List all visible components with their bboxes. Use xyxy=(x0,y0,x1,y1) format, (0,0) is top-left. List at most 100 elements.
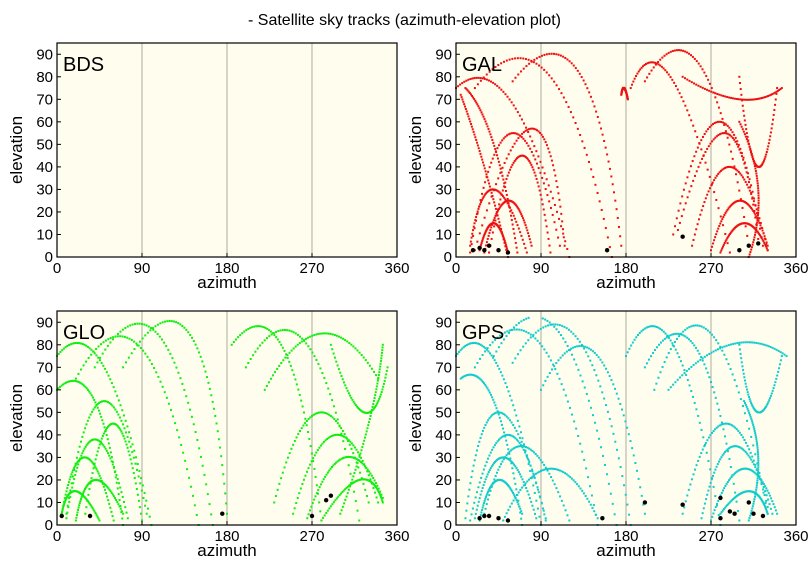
track-point-gps-5-33 xyxy=(606,371,609,374)
track-point-gps-11-46 xyxy=(581,489,584,492)
current-position-gps-13 xyxy=(760,513,766,519)
track-point-gal-21-42 xyxy=(750,152,753,155)
track-point-gal-0-52 xyxy=(562,232,565,235)
track-point-glo-19-14 xyxy=(355,465,358,468)
track-point-gal-12-17 xyxy=(680,49,683,52)
track-point-gps-4-54 xyxy=(628,513,631,516)
track-point-gps-1-19 xyxy=(483,382,486,385)
track-point-glo-5-20 xyxy=(92,408,95,411)
track-point-gps-7-10 xyxy=(482,468,485,471)
track-point-glo-5-26 xyxy=(101,400,104,403)
panel-gal: 0 90 180 270 3600102030405060708090azimuthel… xyxy=(406,42,809,292)
track-point-gps-0-54 xyxy=(538,515,541,518)
track-point-gps-2-35 xyxy=(556,372,559,375)
track-point-gps-11-53 xyxy=(593,510,596,513)
track-point-gal-15-20 xyxy=(707,128,710,131)
track-point-glo-16-48 xyxy=(372,477,375,480)
track-point-gal-20-4 xyxy=(741,99,744,102)
track-point-gps-12-39 xyxy=(691,395,694,398)
track-point-gps-8-32 xyxy=(507,458,510,461)
track-point-gps-14-36 xyxy=(727,362,730,365)
x-axis-label-gal: azimuth xyxy=(596,273,656,292)
track-point-gps-9-4 xyxy=(481,508,484,511)
track-point-gps-1-4 xyxy=(464,374,467,377)
track-point-gal-20-1 xyxy=(739,82,742,85)
track-point-gal-15-49 xyxy=(753,197,756,200)
track-point-gps-15-0 xyxy=(667,388,670,391)
track-point-glo-13-44 xyxy=(354,347,357,350)
track-point-gal-9-16 xyxy=(497,209,500,212)
track-point-gal-16-27 xyxy=(723,132,726,135)
track-point-glo-1-32 xyxy=(99,412,102,415)
track-point-glo-18-18 xyxy=(352,400,355,403)
track-point-gal-11-39 xyxy=(493,201,496,204)
track-point-gps-8-50 xyxy=(528,497,531,500)
track-point-glo-15-30 xyxy=(338,433,341,436)
track-point-glo-9-48 xyxy=(114,497,117,500)
track-point-gps-19-10 xyxy=(730,499,733,502)
track-point-glo-8-1 xyxy=(61,511,64,514)
track-point-gal-3-8 xyxy=(533,58,536,61)
track-point-gal-21-3 xyxy=(750,248,753,251)
track-point-glo-9-52 xyxy=(118,505,121,508)
track-point-gal-14-37 xyxy=(754,98,757,101)
track-point-gal-10-50 xyxy=(512,227,515,230)
track-point-gal-3-12 xyxy=(543,53,546,56)
track-point-glo-13-43 xyxy=(352,345,355,348)
track-point-gal-7-13 xyxy=(479,203,482,206)
track-point-gps-8-22 xyxy=(496,458,499,461)
track-point-gps-14-13 xyxy=(680,332,683,335)
track-point-gps-13-51 xyxy=(732,482,735,485)
track-point-glo-18-46 xyxy=(379,393,382,396)
track-point-gps-4-34 xyxy=(591,364,594,367)
track-point-glo-16-20 xyxy=(333,462,336,465)
track-point-gps-10-41 xyxy=(543,463,546,466)
track-point-gps-21-9 xyxy=(753,498,756,501)
track-point-gps-2-40 xyxy=(566,400,569,403)
track-point-gps-13-54 xyxy=(736,509,739,512)
track-point-gal-1-2 xyxy=(479,79,482,82)
track-point-gps-5-21 xyxy=(584,345,587,348)
track-point-glo-12-7 xyxy=(261,341,264,344)
track-point-gal-4-34 xyxy=(522,137,525,140)
track-point-gps-11-42 xyxy=(574,481,577,484)
track-point-glo-12-53 xyxy=(354,500,357,503)
track-point-gal-5-24 xyxy=(524,129,527,132)
track-point-gal-18-34 xyxy=(745,201,748,204)
track-point-gal-19-47 xyxy=(759,235,762,238)
track-point-gps-10-53 xyxy=(564,509,567,512)
track-point-gps-21-11 xyxy=(754,493,757,496)
track-point-gal-4-27 xyxy=(510,132,513,135)
track-point-gal-3-26 xyxy=(574,67,577,70)
track-point-gal-17-5 xyxy=(697,218,700,221)
track-point-gal-15-14 xyxy=(696,146,699,149)
track-point-gal-1-15 xyxy=(516,57,519,60)
track-point-gal-17-3 xyxy=(695,228,698,231)
track-point-glo-19-47 xyxy=(379,365,382,368)
track-point-gal-4-42 xyxy=(535,162,538,165)
track-point-gal-20-41 xyxy=(766,148,769,151)
track-point-gal-10-22 xyxy=(487,127,490,130)
track-point-glo-7-35 xyxy=(91,461,94,464)
track-point-gps-6-2 xyxy=(466,502,469,505)
track-point-gps-11-48 xyxy=(584,495,587,498)
track-point-gal-4-31 xyxy=(517,133,520,136)
track-point-gal-18-55 xyxy=(766,244,769,247)
track-point-glo-8-47 xyxy=(90,505,93,508)
track-point-glo-5-39 xyxy=(120,419,123,422)
track-point-gal-14-31 xyxy=(744,98,747,101)
track-point-gps-9-18 xyxy=(490,484,493,487)
track-point-gps-18-25 xyxy=(740,468,743,471)
track-point-gal-16-9 xyxy=(693,174,696,177)
track-point-gps-11-43 xyxy=(576,483,579,486)
track-point-glo-5-22 xyxy=(95,404,98,407)
track-point-gal-6-53 xyxy=(547,237,550,240)
track-point-glo-1-23 xyxy=(88,390,91,393)
track-point-gal-15-5 xyxy=(681,195,684,198)
track-point-gal-5-14 xyxy=(505,157,508,160)
track-point-glo-4-13 xyxy=(156,323,159,326)
track-point-gal-10-42 xyxy=(505,193,508,196)
track-point-gps-2-5 xyxy=(486,347,489,350)
track-point-gal-11-23 xyxy=(479,152,482,155)
track-point-gal-11-30 xyxy=(485,173,488,176)
